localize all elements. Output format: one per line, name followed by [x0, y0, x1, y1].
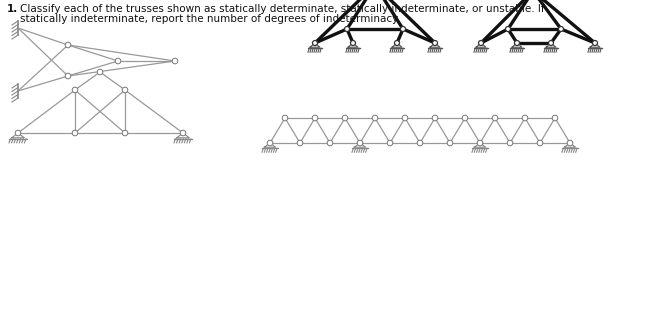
- Circle shape: [492, 115, 498, 121]
- Polygon shape: [12, 133, 25, 138]
- Polygon shape: [177, 133, 189, 138]
- Circle shape: [282, 115, 288, 121]
- Circle shape: [477, 140, 483, 146]
- Circle shape: [72, 87, 78, 93]
- Circle shape: [312, 115, 318, 121]
- Circle shape: [297, 140, 303, 146]
- Circle shape: [72, 130, 78, 136]
- Polygon shape: [512, 43, 522, 47]
- Polygon shape: [474, 143, 485, 147]
- Circle shape: [417, 140, 423, 146]
- Circle shape: [558, 27, 564, 31]
- Circle shape: [373, 115, 378, 121]
- Circle shape: [97, 69, 103, 75]
- Circle shape: [567, 140, 573, 146]
- Polygon shape: [546, 43, 556, 47]
- Polygon shape: [564, 143, 576, 147]
- Text: 1.: 1.: [7, 4, 18, 14]
- Circle shape: [462, 115, 468, 121]
- Circle shape: [447, 140, 453, 146]
- Circle shape: [15, 130, 21, 136]
- Circle shape: [172, 58, 178, 64]
- Text: statically indeterminate, report the number of degrees of indeterminacy.: statically indeterminate, report the num…: [20, 14, 400, 24]
- Circle shape: [537, 140, 542, 146]
- Circle shape: [522, 115, 528, 121]
- Polygon shape: [476, 43, 486, 47]
- Circle shape: [432, 115, 438, 121]
- Circle shape: [515, 40, 519, 46]
- Circle shape: [505, 27, 511, 31]
- Circle shape: [122, 130, 127, 136]
- Circle shape: [65, 42, 71, 48]
- Circle shape: [357, 140, 363, 146]
- Polygon shape: [264, 143, 276, 147]
- Circle shape: [122, 87, 127, 93]
- Polygon shape: [355, 143, 366, 147]
- Circle shape: [351, 40, 355, 46]
- Circle shape: [115, 58, 121, 64]
- Circle shape: [432, 40, 438, 46]
- Polygon shape: [348, 43, 358, 47]
- Polygon shape: [430, 43, 440, 47]
- Circle shape: [65, 73, 71, 79]
- Circle shape: [345, 27, 349, 31]
- Circle shape: [507, 140, 513, 146]
- Circle shape: [387, 140, 393, 146]
- Circle shape: [548, 40, 554, 46]
- Text: Classify each of the trusses shown as statically determinate, statically indeter: Classify each of the trusses shown as st…: [20, 4, 544, 14]
- Circle shape: [479, 40, 483, 46]
- Circle shape: [552, 115, 558, 121]
- Polygon shape: [310, 43, 320, 47]
- Circle shape: [402, 115, 408, 121]
- Circle shape: [400, 27, 406, 31]
- Polygon shape: [590, 43, 600, 47]
- Circle shape: [342, 115, 348, 121]
- Circle shape: [327, 140, 333, 146]
- Circle shape: [592, 40, 598, 46]
- Circle shape: [267, 140, 273, 146]
- Circle shape: [313, 40, 317, 46]
- Circle shape: [394, 40, 400, 46]
- Circle shape: [180, 130, 186, 136]
- Polygon shape: [392, 43, 402, 47]
